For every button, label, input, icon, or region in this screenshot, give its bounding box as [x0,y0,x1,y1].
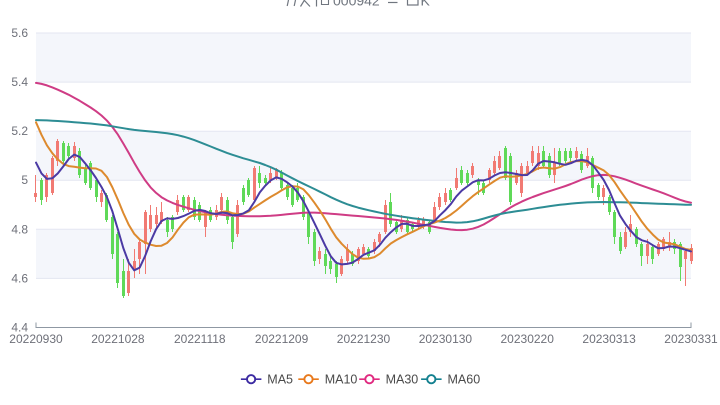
svg-text:20230130: 20230130 [419,332,473,346]
svg-text:20230313: 20230313 [582,332,636,346]
svg-text:20221209: 20221209 [255,332,309,346]
svg-text:4.6: 4.6 [11,271,28,285]
svg-text:5: 5 [21,173,28,187]
svg-text:MA5: MA5 [267,373,293,387]
svg-text:5.2: 5.2 [11,124,28,138]
svg-text:20230331: 20230331 [664,332,718,346]
svg-text:20221118: 20221118 [174,332,226,346]
svg-text:5.6: 5.6 [11,26,28,40]
svg-text:MA60: MA60 [448,373,481,387]
svg-text:MA10: MA10 [325,373,358,387]
svg-text:4.4: 4.4 [11,321,28,335]
svg-text:5.4: 5.4 [11,75,28,89]
svg-text:4.8: 4.8 [11,222,28,236]
svg-text:20221028: 20221028 [91,332,145,346]
svg-text:K: K [421,0,431,9]
svg-text:20230220: 20230220 [501,332,555,346]
svg-text:000942: 000942 [333,0,380,9]
svg-text:20221230: 20221230 [337,332,391,346]
svg-text:MA30: MA30 [386,373,419,387]
svg-text:20220930: 20220930 [9,332,63,346]
